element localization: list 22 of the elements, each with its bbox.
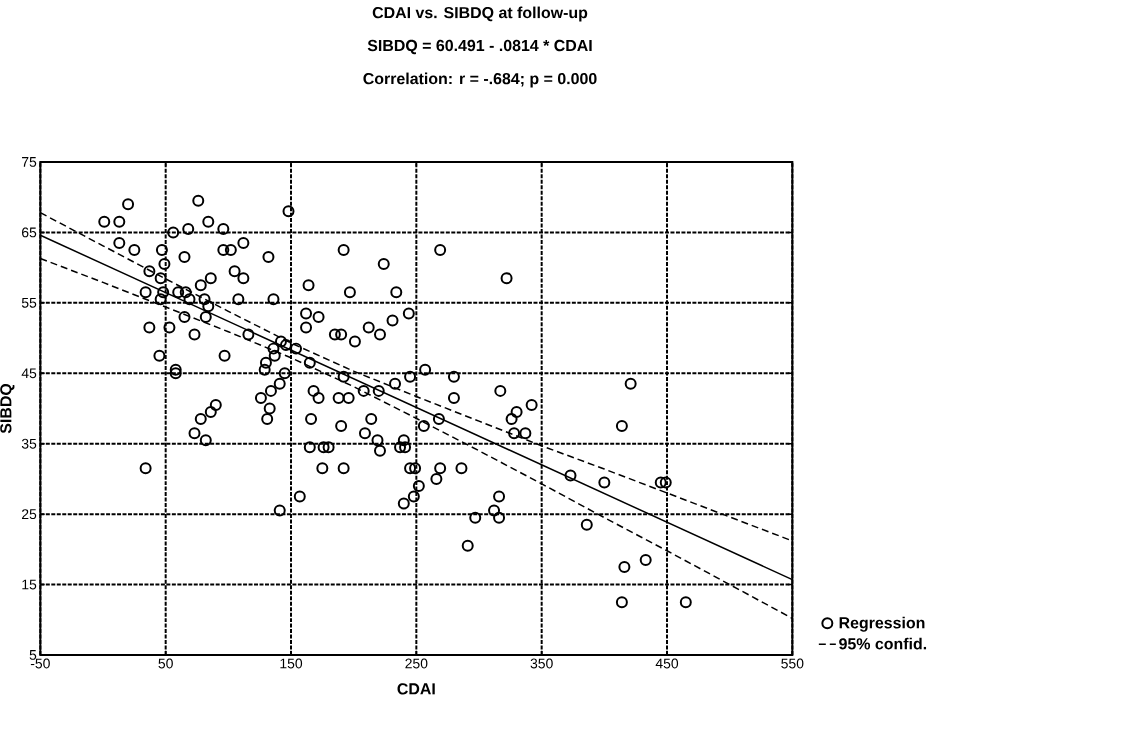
text: Correlation: r = -.684; p = 0.000 <box>363 72 597 88</box>
y-tick-label: 25 <box>22 509 37 520</box>
x-tick-label: 250 <box>405 658 428 669</box>
chart-subtitle: SIBDQ = 60.491 - .0814 * CDAI <box>367 39 592 55</box>
chart-title: CDAI vs. SIBDQ at follow-up <box>372 6 588 22</box>
x-tick-label: 150 <box>280 658 303 669</box>
y-tick-label: 35 <box>21 438 37 449</box>
y-tick-label: 75 <box>22 157 37 167</box>
x-tick-label: 550 <box>781 658 804 669</box>
legend-label: 95% confid. <box>839 637 927 650</box>
y-tick-label: 65 <box>22 227 37 238</box>
legend-label: Regression <box>839 616 925 632</box>
y-tick-label: 45 <box>21 368 37 379</box>
x-tick-label: 450 <box>655 658 679 669</box>
x-axis-title: CDAI <box>397 683 435 695</box>
y-tick-label: 15 <box>22 579 37 590</box>
y-axis-title: SIBDQ <box>0 383 15 434</box>
y-tick-label: 5 <box>29 650 37 660</box>
x-tick-label: 50 <box>158 658 173 669</box>
x-tick-label: 350 <box>530 658 553 669</box>
x-tick-label: -50 <box>30 658 50 669</box>
y-tick-label: 55 <box>21 297 37 308</box>
